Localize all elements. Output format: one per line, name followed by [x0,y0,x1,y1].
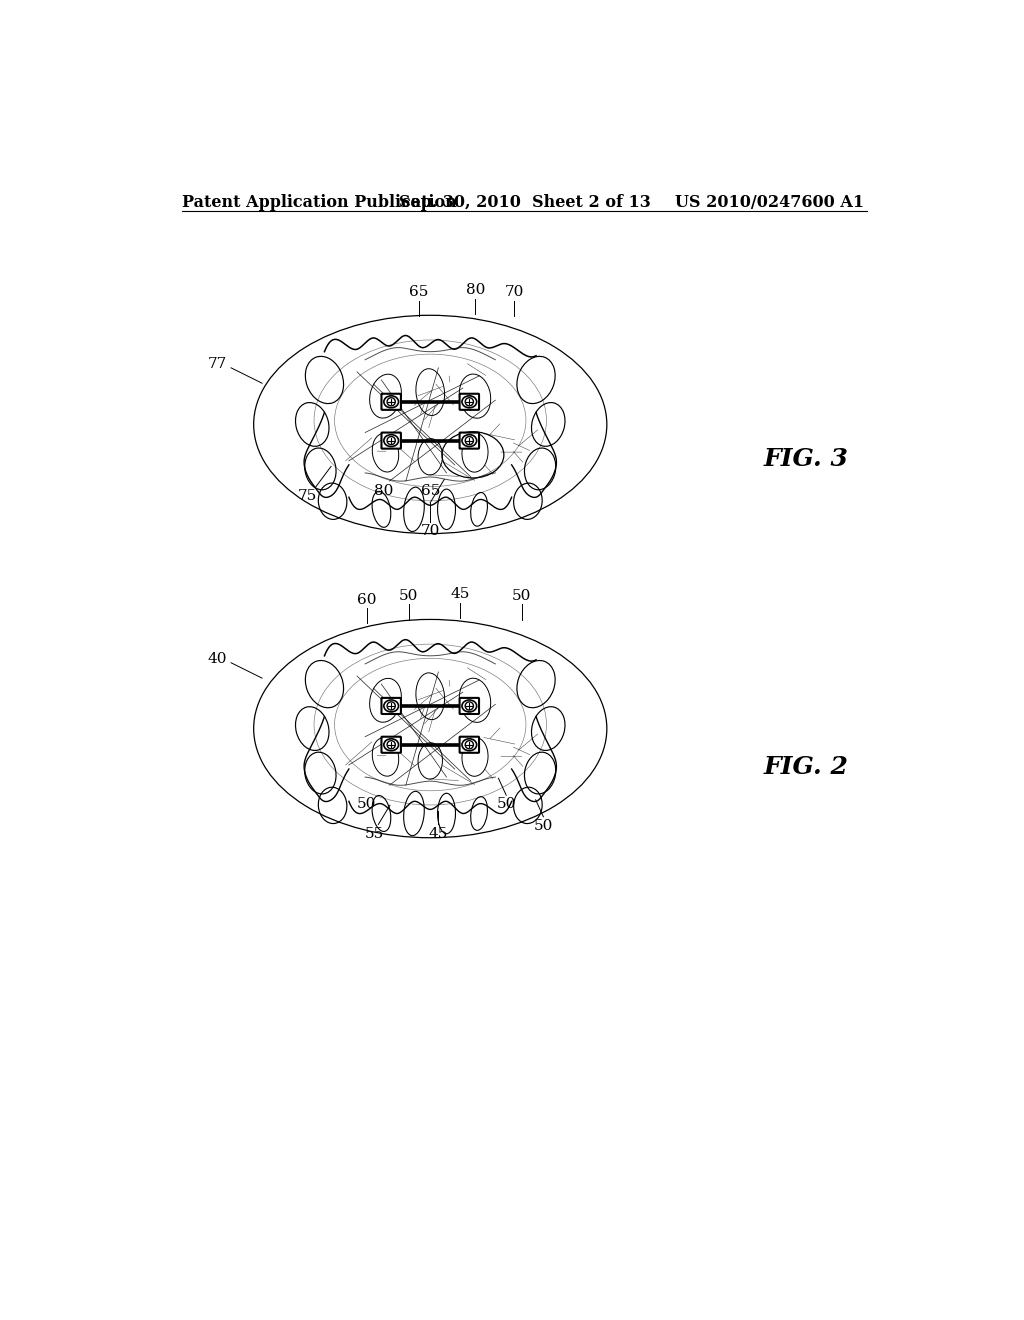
Text: 75: 75 [298,490,317,503]
Text: 45: 45 [428,826,447,841]
Text: 65: 65 [409,285,428,300]
Text: 55: 55 [365,826,384,841]
Ellipse shape [462,434,476,446]
Circle shape [465,397,473,405]
FancyBboxPatch shape [382,698,401,714]
Text: 70: 70 [504,285,523,300]
FancyBboxPatch shape [460,737,479,752]
Circle shape [465,702,473,710]
Text: 50: 50 [512,589,531,603]
Text: 50: 50 [399,589,418,603]
Text: FIG. 3: FIG. 3 [764,446,848,471]
Circle shape [465,437,473,445]
Text: Sep. 30, 2010  Sheet 2 of 13: Sep. 30, 2010 Sheet 2 of 13 [399,194,650,211]
Text: 50: 50 [497,797,516,812]
FancyBboxPatch shape [382,393,401,409]
Text: 65: 65 [421,484,440,498]
Ellipse shape [462,396,476,408]
Text: 50: 50 [357,797,377,812]
Circle shape [387,741,395,748]
Ellipse shape [384,396,398,408]
FancyBboxPatch shape [382,737,401,752]
Text: 40: 40 [208,652,227,665]
FancyBboxPatch shape [460,698,479,714]
Text: 70: 70 [421,524,440,539]
Text: US 2010/0247600 A1: US 2010/0247600 A1 [675,194,864,211]
Text: 50: 50 [534,818,553,833]
Ellipse shape [462,739,476,751]
FancyBboxPatch shape [460,433,479,449]
Ellipse shape [384,700,398,711]
Ellipse shape [384,739,398,751]
Ellipse shape [462,700,476,711]
Circle shape [387,397,395,405]
Circle shape [387,702,395,710]
Circle shape [465,741,473,748]
Text: 60: 60 [357,593,377,607]
Circle shape [387,437,395,445]
Ellipse shape [384,434,398,446]
Text: 77: 77 [208,356,227,371]
FancyBboxPatch shape [460,393,479,409]
Text: 45: 45 [450,587,469,601]
Text: 80: 80 [466,282,485,297]
Text: 80: 80 [374,484,393,498]
Text: FIG. 2: FIG. 2 [764,755,848,779]
Text: Patent Application Publication: Patent Application Publication [182,194,457,211]
FancyBboxPatch shape [382,433,401,449]
